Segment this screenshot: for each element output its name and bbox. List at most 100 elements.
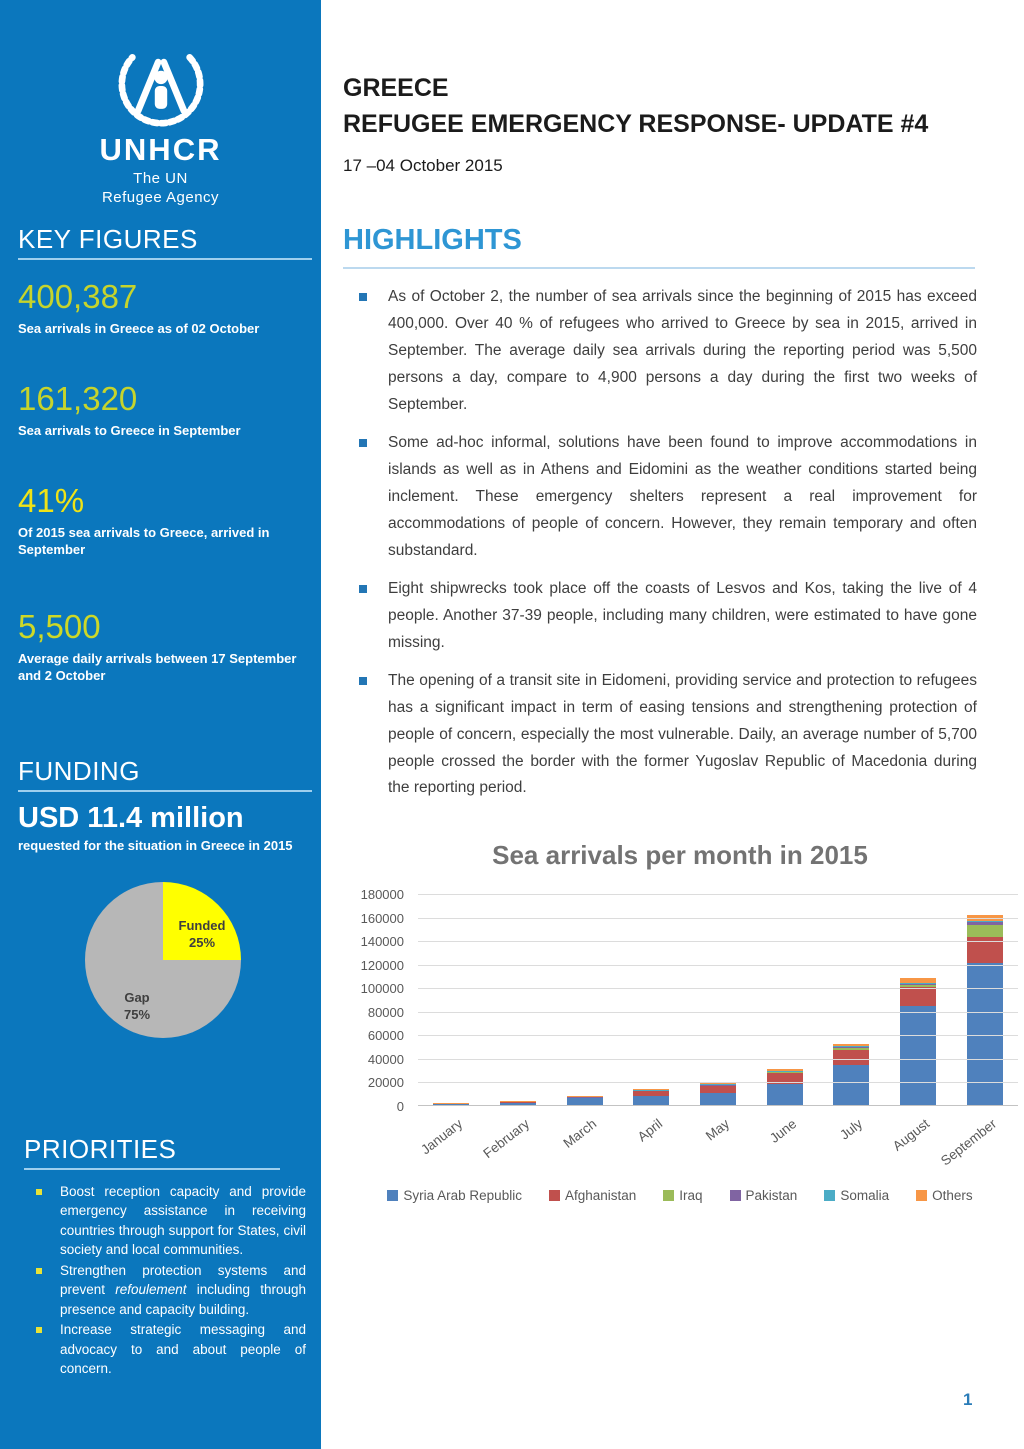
key-figure-value: 5,500: [18, 608, 101, 645]
doc-title: REFUGEE EMERGENCY RESPONSE- UPDATE #4: [343, 110, 929, 138]
bar-segment: [900, 983, 937, 986]
pie-gap-label: Gap 75%: [107, 990, 167, 1024]
y-axis-tick: 120000: [360, 957, 404, 973]
bar-segment: [900, 982, 937, 984]
doc-date-range: 17 –04 October 2015: [343, 156, 503, 175]
stacked-bar: [833, 894, 870, 1105]
key-figure: 41% Of 2015 sea arrivals to Greece, arriv…: [18, 482, 303, 559]
bar-segment: [500, 1102, 536, 1104]
key-figure: 400,387 Sea arrivals in Greece as of 02 O…: [18, 279, 303, 337]
chart-title: Sea arrivals per month in 2015: [492, 840, 868, 870]
logo-org-name: UNHCR: [99, 132, 222, 167]
legend-swatch-icon: [663, 1190, 675, 1201]
stacked-bar: [700, 894, 737, 1105]
bar-segment: [500, 1103, 536, 1105]
highlight-bullet: [343, 576, 388, 657]
bar-segment: [433, 1103, 470, 1105]
highlight-bullet: [343, 668, 388, 803]
bar-segment: [700, 1085, 737, 1094]
bullet-square-icon: [36, 1327, 42, 1334]
highlight-item: The opening of a transit site in Eidomen…: [343, 668, 977, 803]
bar-slot: [818, 894, 885, 1105]
highlights-list: As of October 2, the number of sea arriv…: [343, 284, 977, 813]
bar-segment: [500, 1101, 536, 1103]
legend-label: Somalia: [840, 1188, 890, 1203]
gridline: [418, 1035, 1018, 1037]
bar-segment: [833, 1043, 870, 1047]
bar-slot: [418, 894, 485, 1105]
priority-item: Strengthen protection systems and preven…: [36, 1261, 306, 1319]
legend-swatch-icon: [387, 1190, 399, 1201]
bullet-square-icon: [359, 293, 367, 301]
gridline: [418, 941, 1018, 943]
priorities-heading: PRIORITIES: [24, 1134, 177, 1164]
bullet-square-icon: [359, 676, 367, 685]
bar-segment: [766, 1072, 803, 1073]
y-axis-tick: 60000: [367, 1028, 404, 1044]
unhcr-emblem-icon: [118, 54, 203, 127]
key-figure-value: 41%: [18, 482, 85, 519]
sea-arrivals-chart: Sea arrivals per month in 2015 0 20000 400…: [340, 840, 1024, 1230]
bar-segment: [566, 1098, 603, 1105]
gridline: [418, 917, 1018, 919]
bar-segment: [566, 1096, 603, 1099]
stacked-bar: [900, 894, 937, 1105]
key-figures-heading: KEY FIGURES: [18, 224, 198, 254]
bar-slot: [485, 894, 552, 1105]
bar-slot: [685, 894, 752, 1105]
legend-label: Pakistan: [745, 1188, 798, 1203]
bar-segment: [633, 1090, 670, 1096]
highlight-item: Some ad-hoc informal, solutions have bee…: [343, 430, 977, 565]
highlights-heading: HIGHLIGHTS: [343, 224, 522, 256]
legend-item: Syria Arab Republic: [387, 1188, 522, 1203]
bar-segment: [700, 1093, 737, 1105]
funding-pie-chart: [85, 882, 241, 1038]
bar-segment: [833, 1049, 870, 1065]
y-axis-tick: 100000: [360, 981, 404, 997]
gridline: [418, 964, 1018, 966]
bar-slot: [551, 894, 618, 1105]
bar-segment: [833, 1064, 870, 1105]
bar-segment: [966, 924, 1003, 937]
legend-item: Afghanistan: [548, 1188, 637, 1203]
priority-bullet: [36, 1182, 60, 1260]
bar-segment: [633, 1089, 670, 1090]
chart-legend: Syria Arab Republic Afghanistan Iraq Pakist…: [340, 1188, 1020, 1203]
y-axis-tick: 40000: [367, 1051, 404, 1067]
bar-segment: [766, 1072, 803, 1085]
gridline: [418, 1082, 1018, 1084]
funding-label: requested for the situation in Greece in…: [18, 838, 293, 853]
stacked-bar: [633, 894, 670, 1105]
legend-swatch-icon: [824, 1190, 836, 1201]
y-axis-tick: 0: [396, 1099, 404, 1114]
key-figure: 5,500 Average daily arrivals between 17 S…: [18, 608, 303, 685]
funding-amount: USD 11.4 million: [18, 802, 244, 834]
legend-label: Others: [932, 1188, 973, 1203]
logo-tagline-2: Refugee Agency: [101, 189, 220, 206]
bar-slot: [618, 894, 685, 1105]
bar-segment: [966, 920, 1003, 922]
priority-item: Boost reception capacity and provide eme…: [36, 1182, 306, 1260]
highlight-item: Eight shipwrecks took place off the coas…: [343, 576, 977, 657]
bar-segment: [766, 1070, 803, 1072]
bar-segment: [900, 1006, 937, 1105]
sidebar: UNHCR The UN Refugee Agency KEY FIGURES …: [0, 0, 321, 1449]
bar-slot: [885, 894, 952, 1105]
bullet-square-icon: [36, 1189, 42, 1195]
priority-bullet: [36, 1320, 60, 1378]
legend-swatch-icon: [548, 1190, 560, 1201]
key-figures-rule: [18, 258, 312, 260]
bar-segment: [700, 1083, 737, 1085]
stacked-bar: [966, 894, 1003, 1105]
legend-item: Pakistan: [729, 1188, 798, 1203]
priority-bullet: [36, 1261, 60, 1319]
stacked-bar: [500, 894, 536, 1105]
stacked-bar: [433, 894, 470, 1105]
legend-item: Others: [916, 1188, 973, 1203]
bullet-square-icon: [36, 1267, 42, 1274]
pie-gap-name: Gap: [124, 990, 150, 1005]
gridline: [418, 988, 1018, 990]
legend-label: Afghanistan: [564, 1188, 637, 1203]
highlight-text: As of October 2, the number of sea arriv…: [388, 288, 977, 413]
